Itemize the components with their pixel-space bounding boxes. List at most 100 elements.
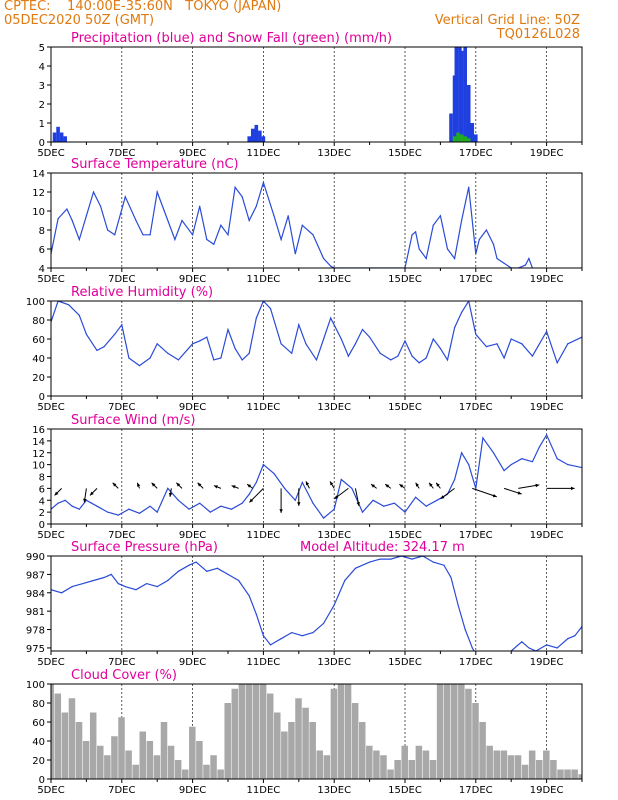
data-point (124, 586, 126, 588)
data-point (57, 218, 59, 220)
data-point (220, 224, 222, 226)
header-code: TQ0126L028 (496, 27, 580, 42)
data-point (206, 570, 208, 572)
data-point (181, 219, 183, 222)
data-point (220, 505, 222, 507)
wind-arrow-head (176, 482, 181, 487)
data-point (273, 215, 275, 217)
x-tick-label: 5DEC (37, 785, 64, 796)
precip-bar (59, 132, 64, 142)
data-point (415, 231, 417, 233)
data-point (354, 567, 357, 569)
y-tick-label: 4 (39, 62, 45, 73)
x-tick-label: 9DEC (179, 785, 206, 796)
y-tick-label: 12 (32, 188, 45, 199)
cloud-bar (571, 769, 578, 779)
y-tick-label: 14 (32, 437, 45, 448)
wind-arrow-head (415, 482, 419, 487)
x-tick-label: 17DEC (459, 657, 493, 668)
data-point (199, 205, 201, 207)
data-point (312, 632, 314, 634)
data-point (269, 644, 272, 646)
data-point (234, 186, 236, 188)
wind-arrow-head (517, 491, 522, 495)
cloud-bar (578, 774, 582, 779)
x-tick-label: 13DEC (317, 274, 351, 285)
x-tick-label: 13DEC (317, 530, 351, 541)
data-point (312, 234, 314, 236)
cloud-bar (330, 688, 338, 779)
data-point (528, 257, 530, 260)
panel-frame (50, 683, 583, 780)
data-point (361, 511, 364, 513)
x-tick-label: 9DEC (179, 530, 206, 541)
x-tick-label: 19DEC (530, 148, 564, 159)
data-point (479, 653, 480, 654)
data-point (379, 352, 381, 354)
x-tick-label: 7DEC (108, 530, 135, 541)
cloud-bar (238, 684, 246, 779)
cloud-bar (167, 745, 175, 779)
panel-title: Surface Wind (m/s) (71, 413, 195, 428)
y-tick-label: 80 (32, 316, 45, 327)
x-tick-label: 13DEC (317, 402, 351, 413)
data-point (496, 257, 498, 260)
data-point (92, 579, 95, 582)
data-point (524, 264, 526, 266)
cloud-bar (82, 741, 90, 779)
cloud-bar (479, 722, 486, 779)
cloud-bar (217, 769, 224, 779)
cloud-bar (472, 703, 479, 779)
data-point (340, 478, 342, 481)
y-tick-label: 12 (32, 449, 45, 460)
y-tick-label: 8 (39, 473, 45, 484)
data-point (284, 487, 286, 489)
data-point (71, 219, 73, 222)
data-point (220, 357, 222, 359)
y-tick-label: 984 (26, 589, 45, 600)
data-point (174, 238, 176, 241)
data-point (121, 324, 123, 326)
data-point (415, 496, 417, 498)
precip-bar (452, 136, 457, 142)
data-point (453, 257, 456, 260)
cloud-bar (274, 712, 281, 779)
data-point (301, 635, 303, 637)
data-point (195, 561, 197, 563)
data-point (85, 215, 87, 217)
data-point (546, 434, 548, 436)
x-tick-label: 11DEC (247, 657, 281, 668)
y-tick-label: 40 (32, 354, 45, 365)
panel-frame (50, 428, 583, 525)
data-point (280, 343, 282, 345)
cloud-bar (500, 750, 508, 779)
data-point (475, 253, 477, 255)
data-point (78, 238, 80, 241)
wind-arrow (472, 487, 497, 498)
x-tick-label: 15DEC (388, 274, 422, 285)
data-point (432, 224, 434, 226)
panel-title: Surface Pressure (hPa) (71, 540, 218, 555)
data-point (425, 257, 427, 260)
wind-arrow-head (168, 492, 173, 497)
data-point (468, 186, 470, 188)
data-point (262, 181, 264, 184)
data-point (167, 487, 169, 489)
data-point (418, 362, 420, 364)
data-point (531, 461, 534, 463)
wind-arrow-head (83, 498, 87, 503)
cloud-bar (153, 755, 161, 779)
panel-frame (50, 172, 583, 269)
cloud-bar (125, 750, 132, 779)
data-point (322, 517, 325, 519)
x-tick-label: 15DEC (388, 530, 422, 541)
data-point (103, 576, 105, 579)
cloud-bar (351, 703, 359, 779)
cloud-bar (203, 764, 210, 779)
cloud-bar (146, 741, 154, 779)
precip-bar (250, 128, 255, 142)
y-tick-label: 4 (39, 264, 45, 275)
data-point (482, 437, 484, 439)
data-point (475, 487, 477, 489)
